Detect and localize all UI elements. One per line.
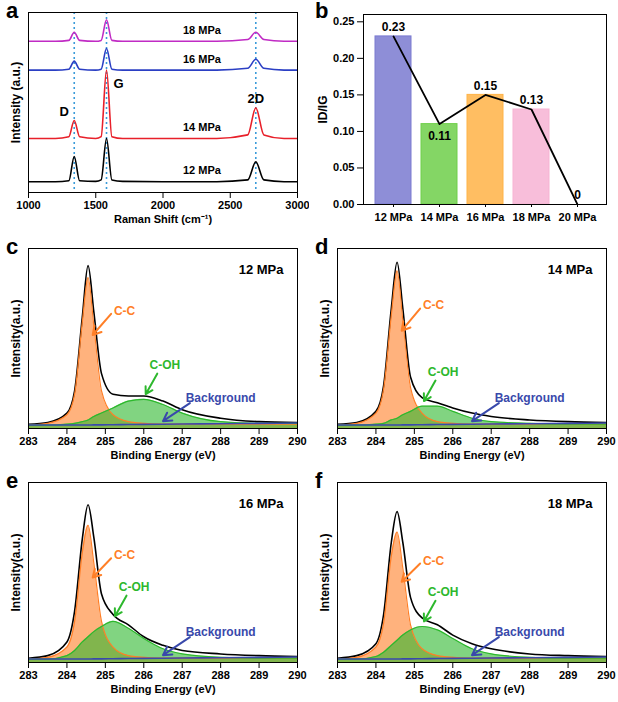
svg-text:20 MPa: 20 MPa [559,211,598,223]
svg-text:289: 289 [559,669,577,681]
svg-text:Intensity(a.u.): Intensity(a.u.) [318,533,332,611]
svg-text:2500: 2500 [218,199,242,211]
svg-text:C-OH: C-OH [428,585,459,599]
svg-text:0.13: 0.13 [520,93,544,107]
svg-text:0.25: 0.25 [333,15,354,27]
svg-text:288: 288 [211,669,229,681]
svg-text:286: 286 [135,435,153,447]
svg-text:16 MPa: 16 MPa [467,211,506,223]
svg-text:12 MPa: 12 MPa [375,211,414,223]
svg-text:290: 290 [288,435,306,447]
svg-text:290: 290 [597,435,615,447]
svg-text:Binding Energy (eV): Binding Energy (eV) [110,449,215,461]
svg-text:0.11: 0.11 [428,129,451,143]
svg-text:284: 284 [367,669,386,681]
svg-text:Intensity(a.u.): Intensity(a.u.) [9,533,23,611]
svg-text:1500: 1500 [84,199,108,211]
svg-text:0.15: 0.15 [333,88,354,100]
svg-text:289: 289 [250,435,268,447]
svg-text:284: 284 [58,669,77,681]
svg-text:0.05: 0.05 [333,161,354,173]
html-text:d: d [315,234,329,259]
svg-text:287: 287 [482,669,500,681]
svg-text:283: 283 [19,669,37,681]
svg-text:2000: 2000 [151,199,175,211]
svg-text:Binding Energy (eV): Binding Energy (eV) [110,683,215,695]
svg-text:Background: Background [495,391,565,405]
svg-text:285: 285 [405,435,423,447]
svg-text:290: 290 [288,669,306,681]
svg-text:C-C: C-C [423,298,445,312]
svg-text:G: G [113,76,123,91]
svg-text:C-C: C-C [423,554,445,568]
svg-text:285: 285 [96,435,114,447]
svg-text:Background: Background [186,625,256,639]
svg-text:D: D [60,104,69,119]
svg-text:16 MPa: 16 MPa [239,496,285,511]
svg-text:18 MPa: 18 MPa [548,496,594,511]
svg-text:Raman Shift (cm⁻¹): Raman Shift (cm⁻¹) [114,213,212,225]
svg-text:284: 284 [367,435,386,447]
svg-text:288: 288 [520,669,538,681]
svg-text:288: 288 [520,435,538,447]
svg-text:Background: Background [495,625,565,639]
svg-text:Intensity(a.u.): Intensity(a.u.) [318,299,332,377]
html-text:f: f [315,468,323,493]
svg-text:Binding Energy (eV): Binding Energy (eV) [419,449,524,461]
svg-text:2D: 2D [247,91,264,106]
svg-text:C-OH: C-OH [428,365,459,379]
svg-text:ID/IG: ID/IG [316,95,330,123]
svg-text:287: 287 [173,669,191,681]
svg-text:290: 290 [597,669,615,681]
svg-text:285: 285 [96,669,114,681]
svg-text:0.10: 0.10 [333,125,354,137]
svg-text:0.15: 0.15 [474,79,498,93]
svg-text:0.00: 0.00 [333,198,354,210]
svg-text:16 MPa: 16 MPa [183,53,222,65]
svg-text:14 MPa: 14 MPa [421,211,460,223]
svg-text:283: 283 [19,435,37,447]
svg-text:283: 283 [328,669,346,681]
svg-text:12 MPa: 12 MPa [183,164,222,176]
svg-text:0.20: 0.20 [333,52,354,64]
svg-text:288: 288 [211,435,229,447]
svg-text:283: 283 [328,435,346,447]
svg-text:284: 284 [58,435,77,447]
svg-text:Binding Energy (eV): Binding Energy (eV) [419,683,524,695]
svg-text:12 MPa: 12 MPa [239,262,285,277]
svg-text:Background: Background [186,391,256,405]
svg-text:14 MPa: 14 MPa [183,121,222,133]
svg-text:14 MPa: 14 MPa [548,262,594,277]
svg-text:18 MPa: 18 MPa [513,211,552,223]
svg-text:286: 286 [444,669,462,681]
svg-text:C-OH: C-OH [119,580,150,594]
svg-text:C-C: C-C [114,548,136,562]
svg-text:286: 286 [135,669,153,681]
svg-text:C-C: C-C [114,304,136,318]
svg-text:287: 287 [173,435,191,447]
svg-text:0.23: 0.23 [382,20,406,34]
svg-text:Intensity(a.u.): Intensity(a.u.) [9,299,23,377]
svg-text:286: 286 [444,435,462,447]
svg-text:3000: 3000 [285,199,309,211]
svg-text:0: 0 [574,188,581,202]
svg-text:1000: 1000 [16,199,40,211]
svg-text:C-OH: C-OH [150,358,181,372]
svg-text:289: 289 [250,669,268,681]
svg-text:Intensity (a.u.): Intensity (a.u.) [9,62,23,143]
svg-text:289: 289 [559,435,577,447]
svg-text:285: 285 [405,669,423,681]
html-text:c: c [6,234,19,259]
svg-text:18 MPa: 18 MPa [183,24,222,36]
html-text:e: e [6,468,19,493]
svg-text:287: 287 [482,435,500,447]
